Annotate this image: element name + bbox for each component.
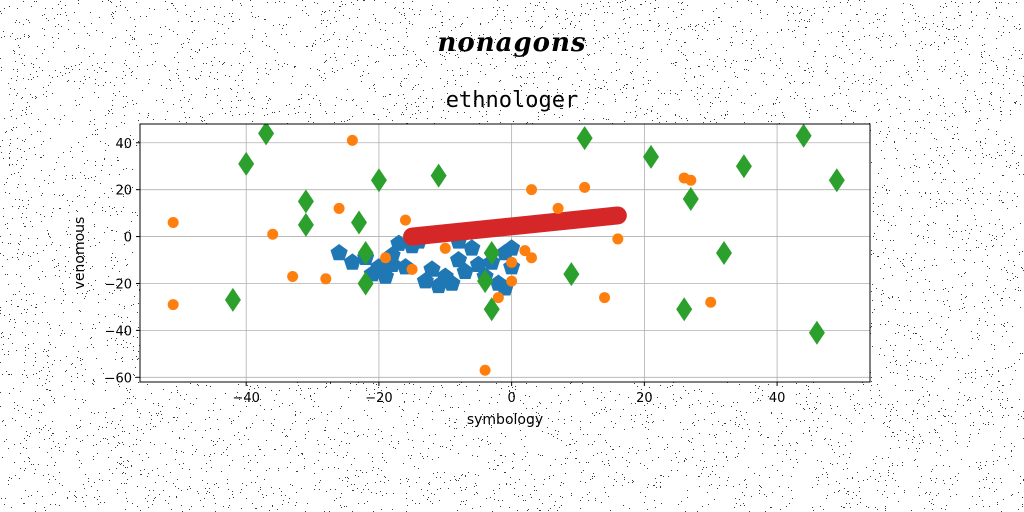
circle-point	[705, 296, 717, 308]
diamond-point	[808, 320, 825, 345]
pentagon-point	[390, 234, 408, 251]
diamond-point	[828, 168, 845, 193]
y-tick-label: 40	[115, 137, 132, 152]
plot-area	[167, 124, 845, 376]
circle-point	[287, 270, 299, 282]
circle-point	[612, 233, 624, 245]
diamond-point	[238, 151, 255, 176]
pentagon-point	[423, 260, 441, 277]
circle-point	[267, 228, 279, 240]
circle-point	[439, 242, 451, 254]
diamond-point	[795, 124, 812, 148]
circle-point	[526, 252, 538, 264]
circle-point	[346, 134, 358, 146]
red-segment	[403, 206, 627, 246]
circle-point	[519, 245, 531, 257]
diamond-point	[563, 262, 580, 287]
pentagon-point	[456, 262, 474, 279]
pentagon-point	[503, 239, 521, 256]
diamond-point	[224, 287, 241, 312]
x-axis-label: symbology	[467, 412, 543, 428]
diamond-point	[735, 154, 752, 179]
diamond-point	[477, 269, 494, 294]
pentagon-point	[443, 274, 461, 291]
x-tick-label: 0	[507, 391, 515, 406]
diamond-point	[351, 210, 367, 235]
axes-frame	[139, 123, 871, 383]
diamond-point	[483, 297, 500, 322]
y-tick-label: 0	[124, 231, 132, 246]
y-tick-label: −40	[105, 324, 132, 339]
diamond-point	[297, 189, 314, 214]
x-tick-label: 20	[636, 391, 653, 406]
circle-point	[685, 174, 697, 186]
circle-point	[506, 275, 518, 287]
y-axis-label: venomous	[72, 217, 88, 290]
diamond-point	[643, 144, 659, 169]
circle-point	[506, 256, 518, 268]
diamond-point	[258, 124, 275, 146]
circle-point	[479, 364, 491, 376]
x-tick-label: −20	[365, 391, 392, 406]
circle-point	[167, 299, 179, 311]
y-tick-label: 20	[115, 184, 132, 199]
circle-point	[380, 252, 392, 264]
diamond-point	[357, 241, 374, 265]
circle-point	[333, 202, 345, 214]
pentagon-point	[330, 244, 348, 261]
y-tick-label: −20	[105, 277, 132, 292]
circle-point	[579, 181, 591, 193]
chart-title: ethnologer	[445, 88, 579, 113]
circle-point	[492, 292, 504, 304]
diamond-point	[576, 126, 593, 151]
pentagon-point	[450, 251, 468, 268]
pentagon-point	[469, 255, 487, 272]
ticks: −40 −20 0 20 40 −60 −40 −20 0 20 40	[105, 137, 786, 406]
circle-point	[320, 273, 332, 285]
diamond-point	[430, 163, 447, 188]
x-tick-label: 40	[769, 391, 786, 406]
circle-point	[167, 217, 179, 229]
pentagon-point	[343, 253, 361, 270]
diamond-point	[370, 168, 387, 193]
diamond-point	[676, 297, 693, 322]
diamond-point	[716, 241, 732, 265]
circle-point	[526, 184, 538, 196]
figure-title: nonagons	[437, 28, 587, 58]
markers	[167, 124, 845, 376]
x-tick-label: −40	[232, 391, 259, 406]
diamond-point	[297, 212, 314, 237]
y-tick-label: −60	[105, 371, 132, 386]
diamond-point	[357, 271, 374, 296]
circle-point	[399, 214, 411, 226]
pentagon-point	[463, 239, 481, 256]
diamond-point	[682, 187, 699, 212]
circle-point	[552, 202, 564, 214]
circle-point	[406, 263, 418, 275]
diamond-point	[483, 241, 500, 265]
circle-point	[599, 292, 611, 304]
